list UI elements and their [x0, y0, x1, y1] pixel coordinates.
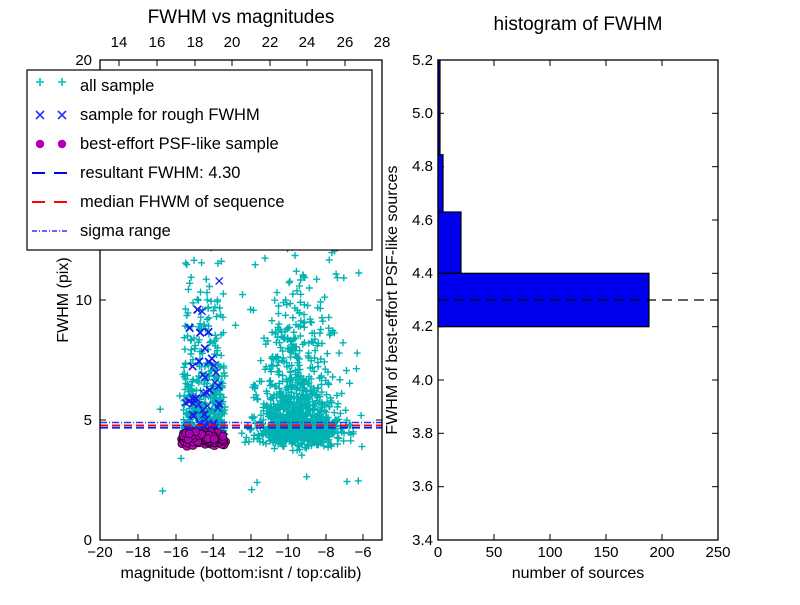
- svg-text:−12: −12: [238, 544, 263, 561]
- svg-text:histogram of FWHM: histogram of FWHM: [494, 14, 663, 35]
- svg-text:28: 28: [374, 34, 391, 51]
- svg-text:250: 250: [705, 544, 730, 561]
- svg-text:50: 50: [486, 544, 503, 561]
- svg-text:best-effort PSF-like sample: best-effort PSF-like sample: [80, 135, 279, 153]
- svg-text:4.2: 4.2: [412, 318, 433, 335]
- svg-text:150: 150: [593, 544, 618, 561]
- svg-text:−16: −16: [163, 544, 188, 561]
- svg-text:14: 14: [111, 34, 128, 51]
- svg-text:3.6: 3.6: [412, 478, 433, 495]
- svg-text:magnitude (bottom:isnt / top:c: magnitude (bottom:isnt / top:calib): [120, 565, 361, 582]
- svg-text:100: 100: [537, 544, 562, 561]
- svg-text:FWHM of best-effort PSF-like s: FWHM of best-effort PSF-like sources: [384, 165, 401, 434]
- svg-text:0: 0: [84, 532, 92, 549]
- svg-text:3.8: 3.8: [412, 425, 433, 442]
- svg-text:−18: −18: [125, 544, 150, 561]
- svg-text:24: 24: [299, 34, 316, 51]
- svg-text:−14: −14: [200, 544, 225, 561]
- svg-text:all sample: all sample: [80, 77, 154, 95]
- svg-text:4.6: 4.6: [412, 212, 433, 229]
- svg-text:16: 16: [149, 34, 166, 51]
- svg-text:sigma range: sigma range: [80, 222, 171, 240]
- svg-text:20: 20: [75, 52, 92, 69]
- svg-text:−8: −8: [317, 544, 334, 561]
- svg-text:5.0: 5.0: [412, 105, 433, 122]
- svg-text:sample for rough FWHM: sample for rough FWHM: [80, 106, 260, 124]
- svg-text:resultant FWHM: 4.30: resultant FWHM: 4.30: [80, 164, 240, 182]
- svg-text:4.8: 4.8: [412, 158, 433, 175]
- svg-text:22: 22: [262, 34, 279, 51]
- svg-text:−10: −10: [275, 544, 300, 561]
- svg-text:18: 18: [187, 34, 204, 51]
- svg-text:5.2: 5.2: [412, 52, 433, 69]
- svg-text:0: 0: [434, 544, 442, 561]
- svg-text:−6: −6: [354, 544, 371, 561]
- svg-text:4.0: 4.0: [412, 372, 433, 389]
- svg-text:20: 20: [224, 34, 241, 51]
- svg-text:200: 200: [649, 544, 674, 561]
- svg-text:FWHM (pix): FWHM (pix): [55, 257, 72, 342]
- svg-text:median FHWM of sequence: median FHWM of sequence: [80, 193, 285, 211]
- svg-text:10: 10: [75, 292, 92, 309]
- svg-text:4.4: 4.4: [412, 265, 433, 282]
- svg-text:5: 5: [84, 412, 92, 429]
- svg-text:FWHM vs magnitudes: FWHM vs magnitudes: [148, 7, 335, 28]
- svg-text:26: 26: [337, 34, 354, 51]
- svg-text:number of sources: number of sources: [512, 565, 645, 582]
- svg-text:3.4: 3.4: [412, 532, 433, 549]
